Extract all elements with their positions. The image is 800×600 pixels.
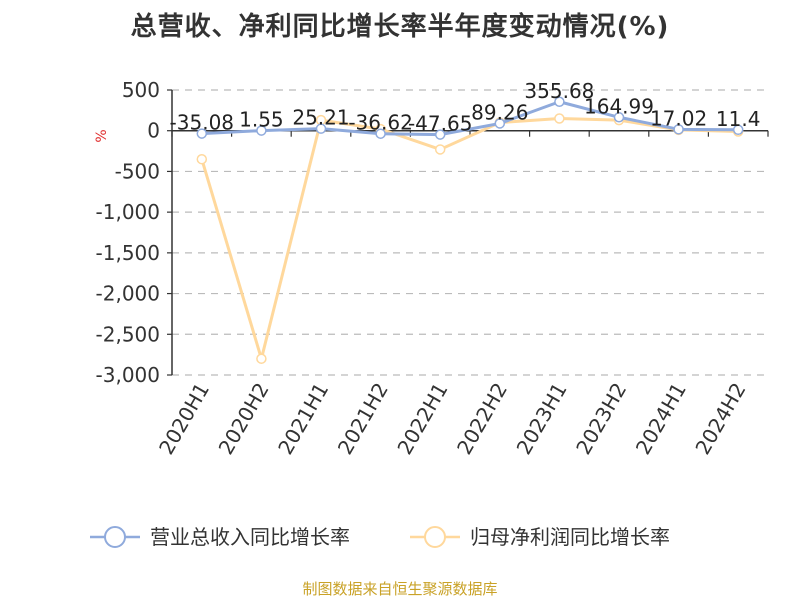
- x-tick-label: 2023H1: [512, 379, 572, 459]
- revenue-growth-line: [201, 100, 739, 137]
- data-label: -36.62: [348, 111, 412, 135]
- x-tick-label: 2021H2: [333, 379, 393, 459]
- revenue-point: [554, 96, 565, 108]
- x-tick-label: 2024H2: [690, 379, 750, 459]
- chart-title: 总营收、净利同比增长率半年度变动情况(%): [130, 12, 670, 42]
- revenue-point: [315, 123, 327, 134]
- y-tick-label: -3,000: [96, 363, 160, 387]
- y-tick-label: -500: [115, 159, 160, 183]
- revenue-point: [673, 124, 684, 135]
- revenue-point: [375, 128, 386, 139]
- y-tick-label: -2,000: [96, 282, 160, 306]
- revenue-point: [732, 124, 744, 136]
- source-note: 制图数据来自恒生聚源数据库: [302, 580, 498, 598]
- x-tick-label: 2021H1: [273, 379, 333, 459]
- legend-item-profit[interactable]: 归母净利润同比增长率: [410, 525, 670, 549]
- data-label: 89.26: [471, 100, 528, 124]
- grid-lines: [172, 89, 768, 376]
- series-lines: [196, 96, 744, 364]
- data-label: 1.55: [239, 108, 284, 132]
- y-tick-label: -1,500: [96, 241, 160, 265]
- legend-label: 归母净利润同比增长率: [470, 525, 670, 549]
- data-label: 25.21: [292, 106, 349, 130]
- data-label: 17.02: [650, 106, 707, 130]
- x-tick-label: 2022H1: [392, 379, 452, 459]
- data-label: 355.68: [524, 79, 594, 103]
- y-tick-label: -2,500: [96, 322, 160, 346]
- revenue-point: [434, 129, 446, 140]
- x-tick-label: 2023H2: [571, 379, 631, 459]
- y-tick-label: 500: [122, 78, 160, 102]
- revenue-point: [613, 112, 625, 123]
- data-label: 11.4: [716, 107, 761, 131]
- x-tick-label: 2020H2: [214, 379, 274, 459]
- x-tick-label: 2022H2: [452, 379, 512, 459]
- y-tick-label: -1,000: [96, 200, 160, 224]
- profit-point: [196, 153, 208, 165]
- profit-point: [434, 144, 446, 155]
- data-labels: -35.08 1.55 25.21-36.62-47.6589.26355.6816…: [170, 79, 761, 136]
- legend-item-revenue[interactable]: 营业总收入同比增长率: [90, 525, 350, 549]
- data-label: -47.65: [408, 112, 472, 136]
- data-label: -35.08: [170, 111, 234, 135]
- y-tick-label: 0: [147, 119, 160, 143]
- profit-growth-line: [200, 117, 739, 361]
- legend-marker: [104, 526, 126, 548]
- revenue-point: [196, 128, 208, 139]
- x-tick-label: 2020H1: [154, 379, 214, 459]
- legend-label: 营业总收入同比增长率: [150, 525, 350, 549]
- legend[interactable]: 营业总收入同比增长率 归母净利润同比增长率: [90, 525, 670, 549]
- revenue-point: [256, 125, 267, 136]
- y-unit-label: %: [94, 129, 110, 142]
- revenue-point: [494, 118, 506, 129]
- profit-point: [256, 353, 267, 364]
- x-tick-label: 2024H1: [631, 379, 691, 459]
- profit-point: [554, 113, 565, 124]
- data-label: 164.99: [584, 94, 654, 118]
- legend-marker: [424, 526, 446, 548]
